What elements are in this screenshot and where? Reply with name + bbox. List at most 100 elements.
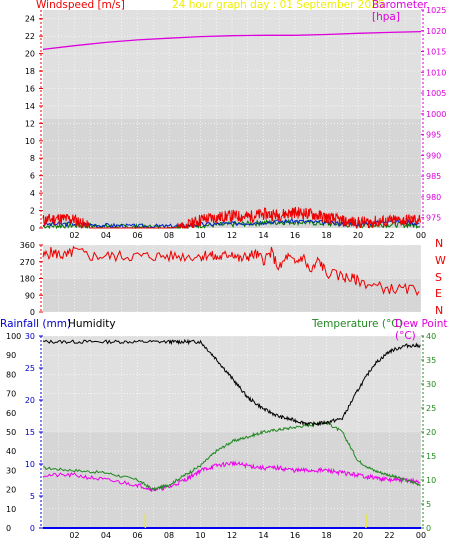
windspeed-line bbox=[42, 206, 421, 229]
temp-y-tick-label: 0 bbox=[426, 524, 431, 533]
x-tick-label: 18 bbox=[321, 231, 331, 240]
x-tick-label: 22 bbox=[384, 231, 394, 240]
humidity-y-tick-label: 100 bbox=[6, 332, 21, 341]
windspeed-title: Windspeed [m/s] bbox=[36, 0, 125, 11]
dewpoint-title: Dew Point (°C) bbox=[395, 318, 448, 342]
humidity-line bbox=[42, 338, 421, 428]
temp-y-tick-label: 40 bbox=[426, 332, 436, 341]
x-tick-label: 00 bbox=[416, 531, 426, 540]
baro-y-tick-label: 985 bbox=[426, 172, 441, 181]
baro-y-tick-label: 1005 bbox=[426, 89, 446, 98]
x-tick-label: 16 bbox=[290, 531, 300, 540]
x-tick-label: 06 bbox=[132, 531, 142, 540]
baro-y-tick-label: 1025 bbox=[426, 6, 446, 15]
dir-y-tick-label: 360 bbox=[20, 241, 35, 250]
dewpoint-line bbox=[42, 460, 421, 493]
humidity-y-tick-label: 20 bbox=[6, 486, 16, 495]
baro-y-tick-label: 1000 bbox=[426, 110, 446, 119]
temperature-line bbox=[43, 420, 421, 492]
wind-direction-line bbox=[42, 245, 420, 297]
x-tick-label: 08 bbox=[164, 531, 174, 540]
dir-y-tick-label: 180 bbox=[20, 275, 35, 284]
humidity-y-tick-label: 30 bbox=[6, 466, 16, 475]
humidity-y-tick-label: 0 bbox=[6, 524, 11, 533]
x-tick-label: 08 bbox=[164, 231, 174, 240]
x-tick-label: 02 bbox=[69, 231, 79, 240]
compass-s: S bbox=[435, 271, 442, 284]
temperature-title: Temperature (°C) bbox=[312, 318, 403, 330]
x-tick-label: 04 bbox=[101, 231, 111, 240]
wind-y-tick-label: 16 bbox=[25, 84, 35, 93]
x-tick-label: 12 bbox=[227, 231, 237, 240]
wind-y-tick-label: 20 bbox=[25, 50, 35, 59]
rainfall-title: Rainfall (mm) bbox=[0, 318, 72, 330]
x-tick-label: 02 bbox=[69, 531, 79, 540]
baro-y-tick-label: 1020 bbox=[426, 27, 446, 36]
baro-y-tick-label: 1015 bbox=[426, 48, 446, 57]
wind-y-tick-label: 18 bbox=[25, 67, 35, 76]
baro-y-tick-label: 975 bbox=[426, 214, 441, 223]
x-tick-label: 04 bbox=[101, 531, 111, 540]
rain-y-tick-label: 10 bbox=[25, 460, 35, 469]
wind-y-tick-label: 14 bbox=[25, 102, 35, 111]
humidity-title: Humidity bbox=[68, 318, 116, 330]
temp-y-tick-label: 25 bbox=[426, 404, 436, 413]
rain-y-tick-label: 0 bbox=[30, 524, 35, 533]
wind-y-tick-label: 22 bbox=[25, 32, 35, 41]
rain-y-tick-label: 20 bbox=[25, 396, 35, 405]
compass-n-bottom: N bbox=[435, 304, 444, 317]
compass-n-top: N bbox=[435, 237, 444, 250]
x-tick-label: 20 bbox=[353, 231, 363, 240]
wind-y-tick-label: 4 bbox=[30, 189, 35, 198]
x-tick-label: 20 bbox=[353, 531, 363, 540]
rain-y-tick-label: 15 bbox=[25, 428, 35, 437]
barometer-line bbox=[42, 30, 422, 51]
x-tick-label: 10 bbox=[195, 531, 205, 540]
dir-y-tick-label: 270 bbox=[20, 258, 35, 267]
humidity-y-tick-label: 60 bbox=[6, 409, 16, 418]
compass-e: E bbox=[435, 287, 442, 300]
temp-y-tick-label: 10 bbox=[426, 476, 436, 485]
dir-y-tick-label: 0 bbox=[30, 308, 35, 317]
temp-y-tick-label: 15 bbox=[426, 452, 436, 461]
bottom-header-titles: Rainfall (mm) Humidity Temperature (°C) … bbox=[0, 318, 466, 342]
humidity-y-tick-label: 80 bbox=[6, 370, 16, 379]
rain-y-tick-label: 5 bbox=[30, 492, 35, 501]
x-tick-label: 10 bbox=[195, 231, 205, 240]
x-tick-label: 00 bbox=[416, 231, 426, 240]
humidity-y-tick-label: 70 bbox=[6, 390, 16, 399]
wind-y-tick-label: 24 bbox=[25, 15, 35, 24]
rain-y-tick-label: 30 bbox=[25, 332, 35, 341]
humidity-y-tick-label: 50 bbox=[6, 428, 16, 437]
baro-y-tick-label: 980 bbox=[426, 193, 441, 202]
wind-y-tick-label: 6 bbox=[30, 172, 35, 181]
wind-y-tick-label: 2 bbox=[30, 207, 35, 216]
baro-y-tick-label: 995 bbox=[426, 131, 441, 140]
wind-y-tick-label: 0 bbox=[30, 224, 35, 233]
x-tick-label: 14 bbox=[258, 531, 268, 540]
chart-title: 24 hour graph day : 01 September 2025 bbox=[172, 0, 385, 11]
top-header-titles: Windspeed [m/s] 24 hour graph day : 01 S… bbox=[36, 0, 436, 23]
wind-gust-line bbox=[42, 217, 420, 229]
wind-y-tick-label: 10 bbox=[25, 137, 35, 146]
x-tick-label: 22 bbox=[384, 531, 394, 540]
x-tick-label: 06 bbox=[132, 231, 142, 240]
rain-y-tick-label: 25 bbox=[25, 364, 35, 373]
x-tick-label: 14 bbox=[258, 231, 268, 240]
temp-y-tick-label: 35 bbox=[426, 356, 436, 365]
x-tick-label: 18 bbox=[321, 531, 331, 540]
barometer-title: Barometer [hpa] bbox=[372, 0, 428, 23]
humidity-y-tick-label: 10 bbox=[6, 505, 16, 514]
humidity-y-tick-label: 40 bbox=[6, 447, 16, 456]
temp-y-tick-label: 20 bbox=[426, 428, 436, 437]
temp-y-tick-label: 5 bbox=[426, 500, 431, 509]
wind-y-tick-label: 8 bbox=[30, 154, 35, 163]
x-tick-label: 16 bbox=[290, 231, 300, 240]
wind-y-tick-label: 12 bbox=[25, 119, 35, 128]
x-tick-label: 12 bbox=[227, 531, 237, 540]
compass-w: W bbox=[435, 254, 446, 267]
temp-y-tick-label: 30 bbox=[426, 380, 436, 389]
humidity-y-tick-label: 90 bbox=[6, 351, 16, 360]
